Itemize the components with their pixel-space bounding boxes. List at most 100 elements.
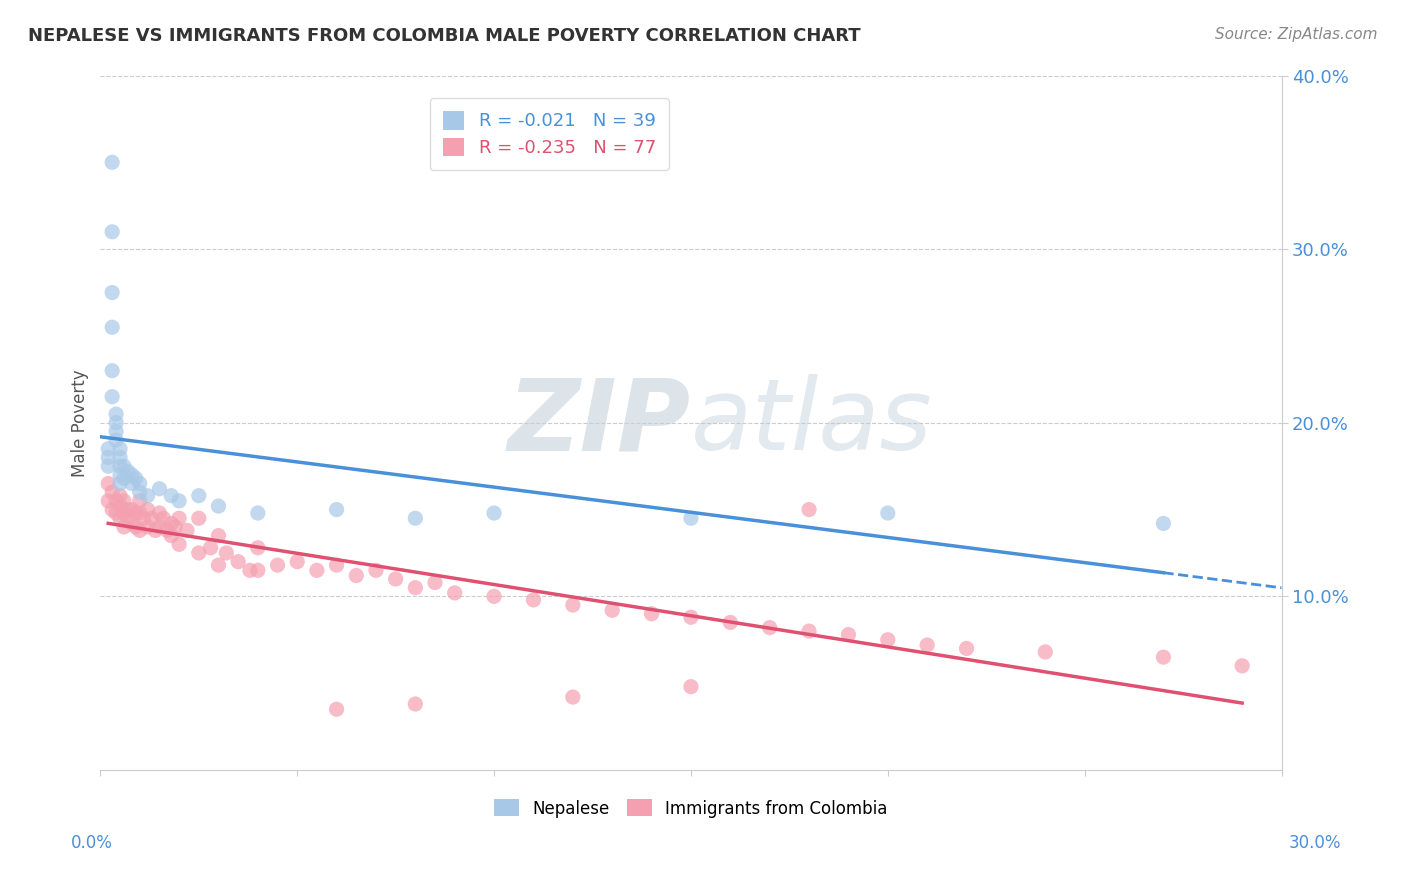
Point [876,506,898,520]
Point [600,603,623,617]
Point [101,225,124,239]
Point [797,624,820,639]
Point [160,489,183,503]
Point [136,520,159,534]
Point [101,364,124,378]
Point [285,555,308,569]
Point [101,320,124,334]
Point [152,511,174,525]
Legend: Nepalese, Immigrants from Colombia: Nepalese, Immigrants from Colombia [488,793,894,824]
Point [121,467,143,482]
Point [112,459,135,474]
Point [108,499,131,513]
Point [246,563,269,577]
Point [105,407,128,421]
Point [108,489,131,503]
Point [404,511,426,525]
Point [758,621,780,635]
Point [105,494,128,508]
Point [167,494,190,508]
Point [482,590,505,604]
Point [404,697,426,711]
Point [112,471,135,485]
Point [160,528,183,542]
Point [128,506,150,520]
Text: ZIP: ZIP [508,375,690,471]
Point [148,506,170,520]
Point [121,476,143,491]
Text: 30.0%: 30.0% [1288,834,1341,852]
Text: atlas: atlas [690,375,932,471]
Point [145,524,167,538]
Point [423,575,446,590]
Point [679,610,702,624]
Point [797,502,820,516]
Point [246,506,269,520]
Point [187,511,209,525]
Point [101,485,124,500]
Point [207,499,229,513]
Point [215,546,238,560]
Point [226,555,249,569]
Point [97,476,120,491]
Point [132,511,155,525]
Point [876,632,898,647]
Point [384,572,406,586]
Point [200,541,222,555]
Text: 0.0%: 0.0% [70,834,112,852]
Point [125,506,148,520]
Point [955,641,977,656]
Point [117,464,139,478]
Point [187,489,209,503]
Point [108,476,131,491]
Point [108,467,131,482]
Point [101,390,124,404]
Point [160,516,183,531]
Point [522,592,544,607]
Point [1033,645,1056,659]
Point [679,680,702,694]
Point [266,558,288,573]
Point [207,528,229,542]
Point [117,511,139,525]
Point [128,524,150,538]
Point [640,607,662,621]
Point [136,502,159,516]
Point [718,615,741,630]
Text: Source: ZipAtlas.com: Source: ZipAtlas.com [1215,27,1378,42]
Point [128,485,150,500]
Point [97,494,120,508]
Point [305,563,328,577]
Point [246,541,269,555]
Point [125,471,148,485]
Point [364,563,387,577]
Point [108,450,131,465]
Point [101,502,124,516]
Y-axis label: Male Poverty: Male Poverty [72,369,89,476]
Point [112,520,135,534]
Point [344,568,367,582]
Point [679,511,702,525]
Point [121,516,143,531]
Point [121,502,143,516]
Point [117,502,139,516]
Point [167,511,190,525]
Point [136,489,159,503]
Point [108,442,131,456]
Point [1230,658,1253,673]
Point [482,506,505,520]
Point [1152,516,1174,531]
Text: NEPALESE VS IMMIGRANTS FROM COLOMBIA MALE POVERTY CORRELATION CHART: NEPALESE VS IMMIGRANTS FROM COLOMBIA MAL… [28,27,860,45]
Point [125,520,148,534]
Point [207,558,229,573]
Point [443,586,465,600]
Point [325,558,347,573]
Point [128,494,150,508]
Point [167,537,190,551]
Point [101,285,124,300]
Point [112,506,135,520]
Point [97,459,120,474]
Point [187,546,209,560]
Point [101,155,124,169]
Point [1152,650,1174,665]
